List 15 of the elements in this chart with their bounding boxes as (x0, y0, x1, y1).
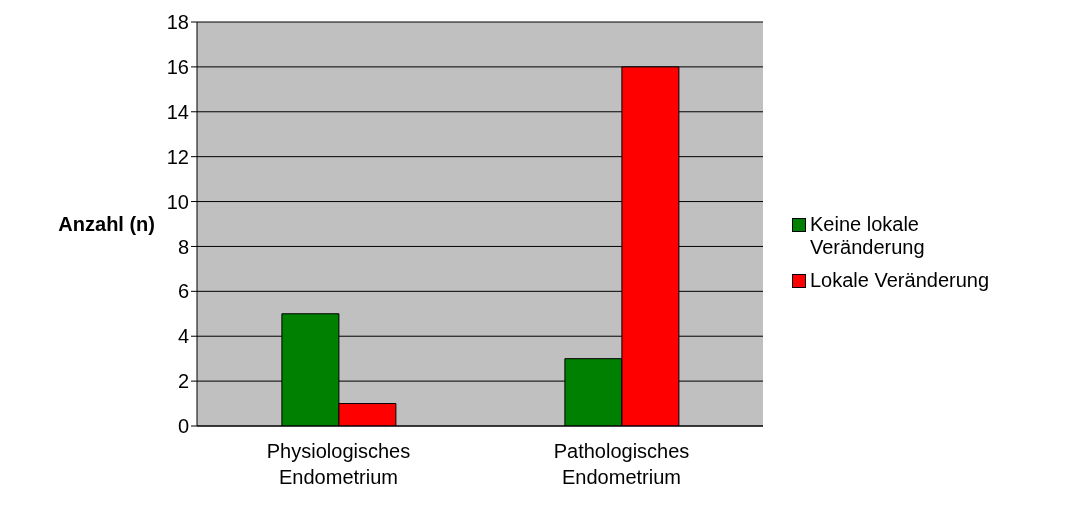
y-tick-label: 8 (177, 235, 189, 258)
y-tick-label: 12 (166, 145, 189, 168)
y-tick-label: 0 (177, 415, 189, 438)
y-tick-label: 18 (166, 11, 189, 34)
y-tick-label: 2 (177, 370, 189, 393)
y-tick-label: 10 (166, 190, 189, 213)
legend-label: Keine lokale Veränderung (810, 212, 926, 259)
y-tick-label: 4 (177, 325, 189, 348)
y-tick-label: 16 (166, 55, 189, 78)
y-tick-label: 14 (166, 100, 189, 123)
y-axis-title: Anzahl (n) (58, 213, 155, 236)
y-tick-label: 6 (177, 280, 189, 303)
x-tick-label: Pathologisches Endometrium (553, 440, 690, 488)
legend-label: Lokale Veränderung (810, 268, 990, 292)
x-tick-label: Physiologisches Endometrium (266, 440, 411, 488)
